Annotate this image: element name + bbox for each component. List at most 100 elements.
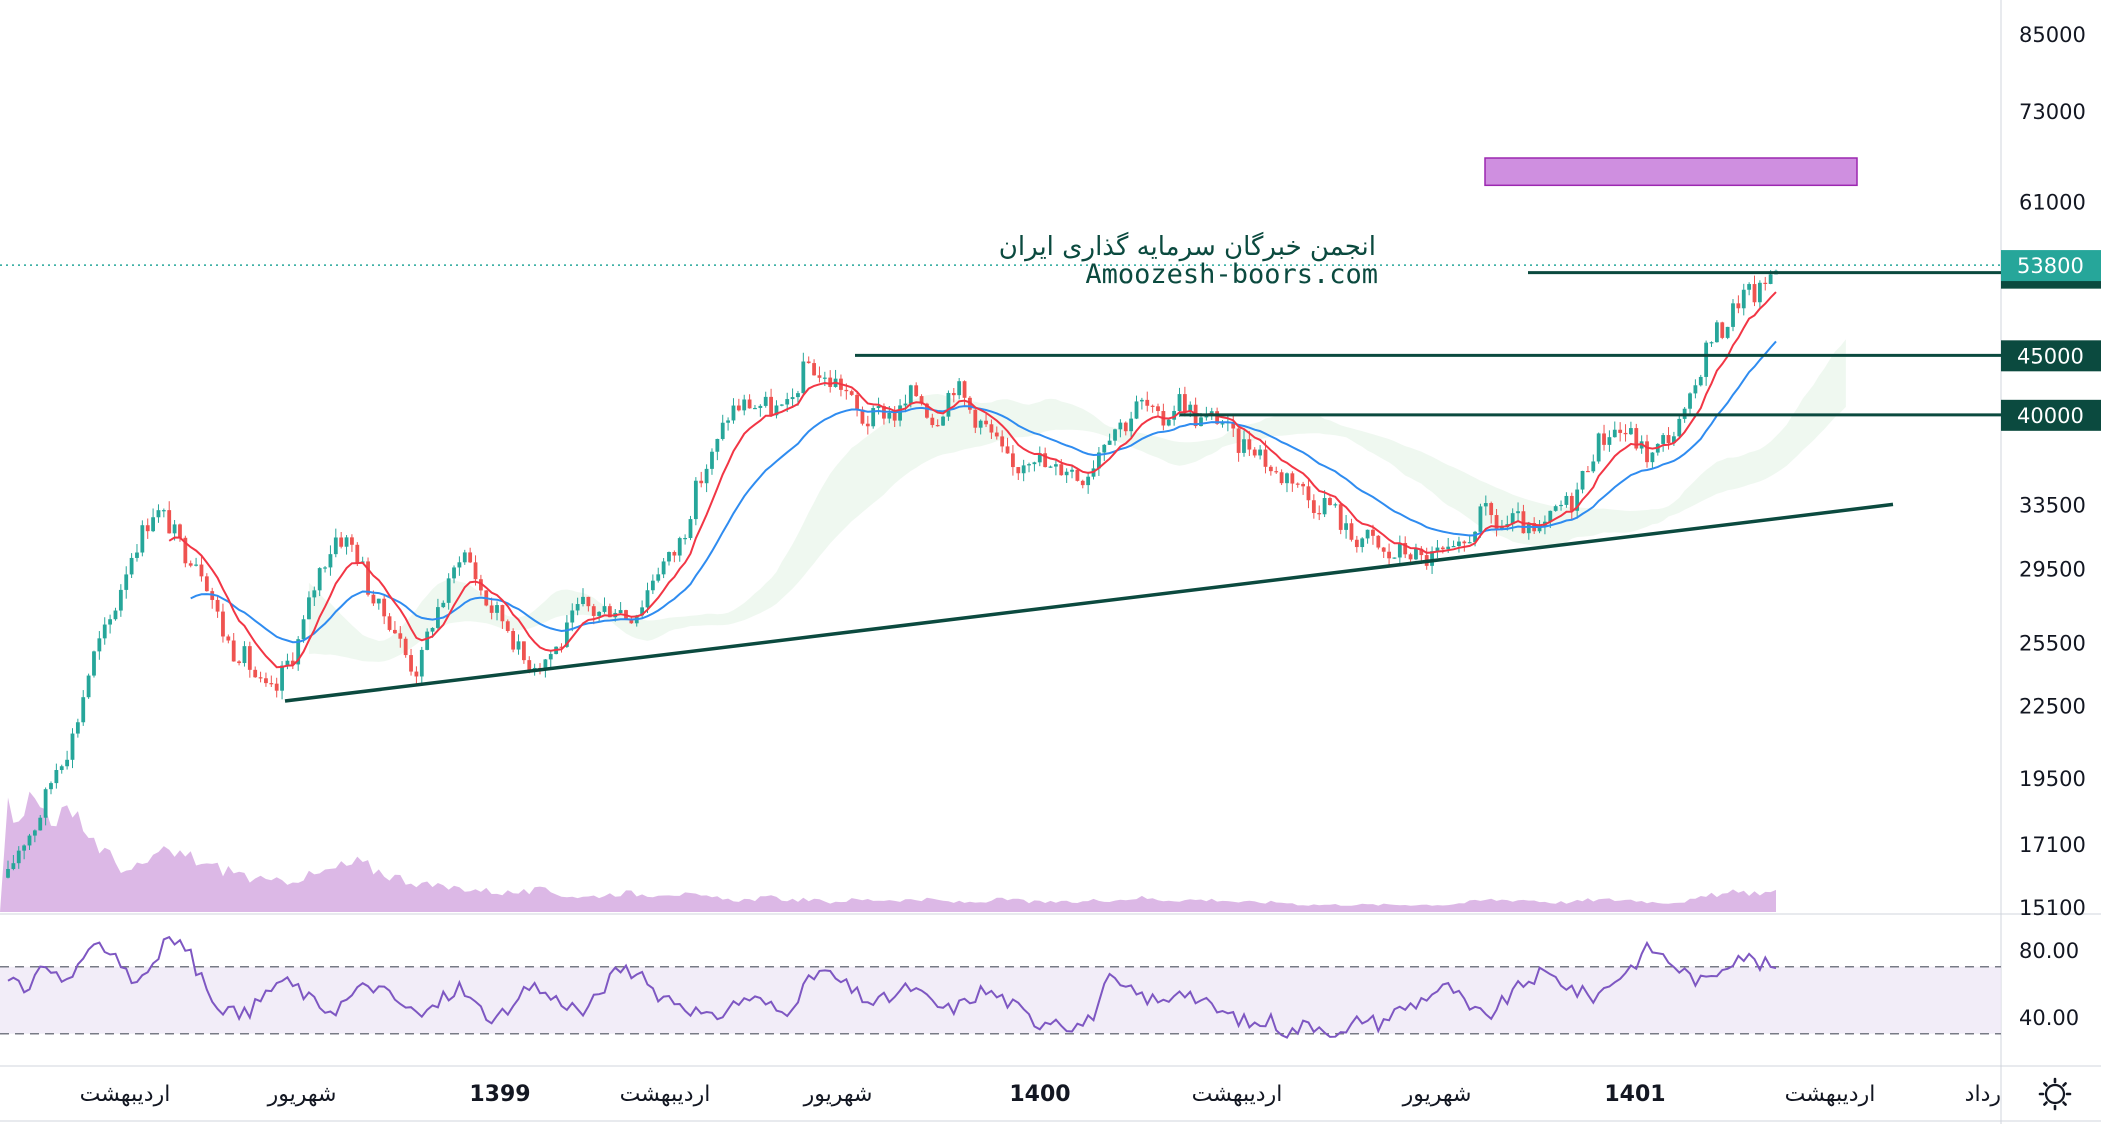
candle-body <box>1333 504 1338 506</box>
candle-body <box>1290 473 1295 484</box>
candle-body <box>661 561 666 575</box>
candle-body <box>812 363 816 376</box>
candle-body <box>70 733 75 760</box>
candle-body <box>253 669 258 678</box>
candle-body <box>1349 523 1354 540</box>
candle-body <box>1279 472 1284 484</box>
volume-fill <box>0 791 1776 912</box>
candle-body <box>844 389 849 392</box>
candle-body <box>1602 433 1606 445</box>
candle-body <box>887 412 892 419</box>
candle-body <box>597 611 602 616</box>
candle-body <box>102 624 107 639</box>
candle-body <box>430 627 435 632</box>
candle-body <box>1118 422 1123 430</box>
candle-body <box>914 385 919 397</box>
candle-body <box>1392 557 1397 559</box>
candle-body <box>683 537 688 540</box>
candle-body <box>822 377 827 379</box>
candle-body <box>575 604 580 611</box>
candle-body <box>747 399 752 409</box>
candle-body <box>505 621 510 631</box>
support-trendline[interactable] <box>284 502 1894 703</box>
time-tick-label: 1400 <box>1009 1082 1070 1107</box>
target-zone-box[interactable] <box>1484 157 1858 187</box>
candle-body <box>1043 453 1048 468</box>
candles <box>6 269 1778 879</box>
candle-body <box>710 451 714 469</box>
candle-body <box>1274 471 1279 473</box>
candle-body <box>409 655 413 672</box>
candle-body <box>1317 512 1322 515</box>
candle-body <box>1005 446 1010 454</box>
candle-body <box>1408 554 1413 560</box>
candle-body <box>672 552 677 556</box>
price-tick-label: 61000 <box>2019 191 2086 215</box>
candle-body <box>1059 464 1064 476</box>
candle-body <box>1521 511 1526 534</box>
candle-body <box>1516 511 1520 514</box>
candle-body <box>194 564 198 566</box>
candle-body <box>876 406 881 409</box>
candle-body <box>715 438 720 452</box>
level-badge <box>2001 399 2101 431</box>
candle-body <box>796 393 800 398</box>
candle-body <box>1586 470 1590 473</box>
time-tick-label: شهریور <box>267 1082 337 1107</box>
candle-body <box>215 599 220 612</box>
candle-body <box>1182 394 1187 413</box>
candle-body <box>1709 342 1714 344</box>
candle-body <box>1166 419 1171 426</box>
ichimoku-cloud <box>308 339 1846 662</box>
candle-body <box>1741 289 1746 309</box>
candle-body <box>1435 547 1440 552</box>
candle-body <box>1564 495 1569 505</box>
candle-body <box>1156 406 1160 412</box>
candle-body <box>1011 453 1015 468</box>
ema-fast-line <box>168 291 1777 669</box>
candle-body <box>656 574 661 581</box>
candle-body <box>978 420 983 428</box>
candle-body <box>1397 542 1402 558</box>
candle-body <box>865 423 870 427</box>
candle-body <box>333 537 338 555</box>
time-tick-label: رداد <box>1965 1082 2001 1107</box>
candle-body <box>1720 322 1725 338</box>
candle-body <box>640 607 645 616</box>
candle-body <box>511 630 516 650</box>
candle-body <box>903 403 908 406</box>
candle-body <box>204 576 209 592</box>
candle-body <box>1048 466 1053 468</box>
candle-body <box>1344 523 1348 530</box>
candle-body <box>317 568 322 591</box>
candle-body <box>247 646 252 670</box>
candle-body <box>178 524 182 538</box>
gear-icon[interactable] <box>2038 1077 2072 1111</box>
candle-body <box>1440 547 1445 550</box>
candle-body <box>371 594 376 604</box>
candle-body <box>226 636 231 641</box>
candle-body <box>758 405 763 408</box>
candle-body <box>693 480 698 520</box>
candle-body <box>581 596 585 605</box>
candle-body <box>81 697 86 723</box>
price-axis[interactable]: 85000 73000 61000 33500 29500 25500 22500 19500… <box>2001 23 2101 920</box>
candle-body <box>1086 476 1091 486</box>
candle-body <box>1725 326 1730 338</box>
candle-body <box>1731 303 1735 327</box>
candle-body <box>151 517 155 532</box>
candle-body <box>43 789 48 818</box>
time-axis[interactable]: اردیبهشت شهریور 1399 اردیبهشت شهریور 1400 اردی… <box>80 1082 2001 1107</box>
candle-body <box>382 598 387 617</box>
candle-body <box>860 409 865 424</box>
horizontal-levels[interactable] <box>0 157 2001 703</box>
candle-body <box>188 563 193 566</box>
candle-body <box>1596 433 1601 462</box>
candle-body <box>38 817 43 831</box>
candle-body <box>1236 428 1241 453</box>
candle-body <box>118 589 123 611</box>
candle-body <box>1177 394 1182 411</box>
candle-body <box>984 420 988 425</box>
candle-body <box>548 654 553 660</box>
